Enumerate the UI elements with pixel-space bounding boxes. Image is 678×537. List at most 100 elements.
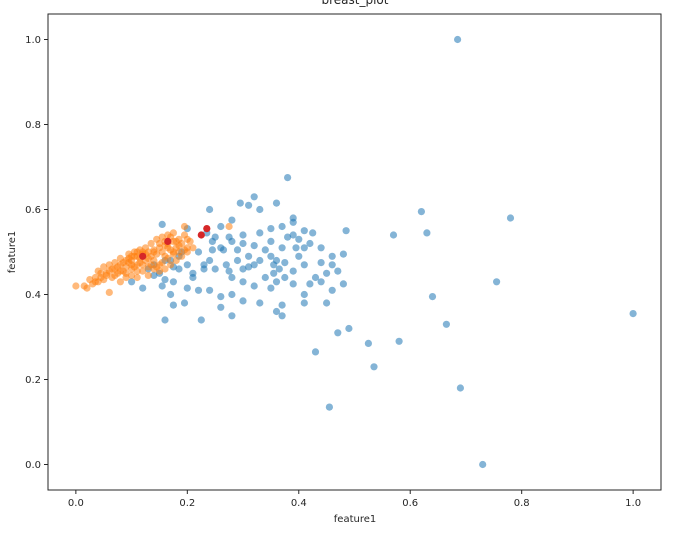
data-point [250, 242, 258, 250]
data-point [169, 301, 177, 309]
x-tick-label: 0.2 [179, 498, 195, 509]
data-point [323, 269, 331, 277]
x-tick-label: 0.0 [68, 498, 84, 509]
data-point [267, 284, 275, 292]
data-point [317, 259, 325, 267]
data-point [456, 384, 464, 392]
data-point [479, 460, 487, 469]
data-point [225, 222, 233, 231]
data-point [169, 248, 177, 256]
data-point [270, 269, 278, 277]
data-point [164, 244, 172, 252]
data-point [111, 271, 119, 279]
data-point [139, 261, 147, 269]
data-point [222, 261, 230, 269]
data-point [278, 244, 286, 252]
data-point [194, 248, 203, 256]
data-point [147, 261, 155, 269]
data-point [128, 252, 136, 260]
data-point [206, 286, 214, 294]
x-tick-label: 0.8 [514, 498, 530, 509]
plot-frame [47, 13, 662, 491]
data-point [133, 267, 141, 275]
data-point [189, 273, 197, 282]
data-point [228, 216, 236, 224]
data-point [454, 35, 462, 44]
data-point [272, 278, 281, 286]
data-point [389, 231, 398, 239]
data-point [250, 282, 258, 290]
data-point [317, 278, 325, 286]
data-point [217, 303, 225, 311]
data-point [203, 225, 211, 233]
data-point [370, 363, 378, 371]
data-point [328, 252, 336, 260]
data-point [139, 267, 147, 275]
data-point [295, 252, 303, 260]
y-axis-ticks: 0.0 0.2 0.4 0.6 0.8 1.0 [25, 35, 48, 471]
data-point [228, 237, 236, 245]
data-point [239, 265, 247, 273]
data-point [183, 261, 191, 269]
data-point [217, 293, 225, 301]
data-point [175, 248, 183, 256]
y-tick-label: 0.8 [25, 120, 41, 131]
data-point [317, 244, 325, 252]
data-point [153, 263, 161, 271]
y-axis-label: feature1 [7, 231, 18, 273]
y-tick-label: 0.4 [25, 290, 41, 301]
data-point [133, 252, 141, 260]
data-point [180, 299, 189, 307]
x-axis-label: feature1 [334, 514, 376, 525]
data-point [172, 237, 180, 245]
data-point [239, 278, 247, 286]
data-point [139, 284, 147, 292]
data-point [278, 301, 286, 309]
data-point [169, 278, 177, 286]
data-point [94, 267, 102, 275]
data-point [144, 271, 152, 279]
data-point [197, 231, 205, 239]
data-point [364, 339, 372, 347]
data-point [306, 280, 314, 288]
data-point [328, 261, 336, 269]
data-point [155, 239, 164, 248]
data-point [270, 261, 278, 269]
data-point [236, 199, 244, 207]
data-point [334, 329, 342, 337]
data-point [311, 348, 320, 356]
y-tick-label: 0.6 [25, 205, 41, 216]
data-point [423, 229, 431, 237]
data-point [158, 220, 166, 228]
data-point [233, 246, 242, 254]
data-point [395, 337, 403, 345]
data-point [306, 239, 314, 248]
data-point [339, 250, 347, 258]
data-point [158, 282, 166, 290]
data-point [206, 205, 214, 214]
data-point [128, 271, 136, 279]
data-point [80, 282, 88, 290]
data-point [102, 269, 111, 277]
data-point [197, 316, 205, 324]
data-point [300, 299, 308, 307]
data-point [339, 280, 347, 288]
data-point [105, 288, 113, 296]
data-point [245, 252, 253, 260]
x-tick-label: 0.6 [402, 498, 418, 509]
data-point [239, 239, 247, 248]
data-point [239, 297, 247, 305]
data-point [114, 263, 122, 271]
data-point [442, 320, 450, 328]
data-point [233, 256, 242, 265]
x-axis-ticks: 0.0 0.2 0.4 0.6 0.8 1.0 [68, 490, 641, 509]
data-point [150, 248, 158, 256]
data-point [289, 267, 297, 275]
data-point [180, 222, 189, 231]
data-point [300, 261, 308, 269]
data-point [139, 252, 147, 260]
data-point [108, 265, 116, 273]
y-tick-label: 0.2 [25, 375, 41, 386]
data-point [161, 316, 169, 324]
